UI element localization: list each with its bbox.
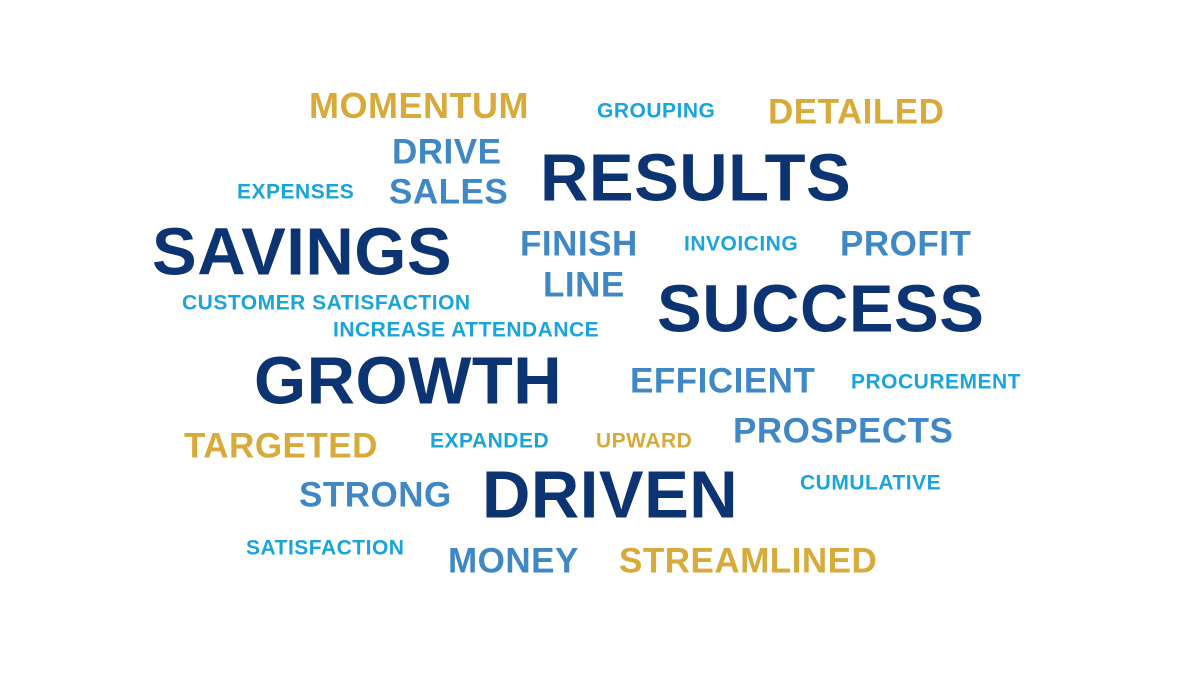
word-detailed: DETAILED [768,92,945,132]
word-satisfaction: SATISFACTION [246,536,405,560]
word-streamlined: STREAMLINED [619,541,878,581]
word-customer-satisfaction: CUSTOMER SATISFACTION [182,291,471,315]
word-cumulative: CUMULATIVE [800,471,942,495]
word-success: SUCCESS [657,271,985,347]
word-invoicing: INVOICING [684,232,799,256]
word-sales: SALES [389,172,509,212]
word-efficient: EFFICIENT [630,361,816,401]
word-line: LINE [543,265,625,305]
word-drive: DRIVE [392,132,502,172]
word-grouping: GROUPING [597,99,716,123]
word-increase-attendance: INCREASE ATTENDANCE [333,318,600,342]
word-finish: FINISH [520,224,638,264]
word-expanded: EXPANDED [430,429,550,453]
word-momentum: MOMENTUM [309,85,529,126]
word-savings: SAVINGS [152,214,453,290]
word-driven: DRIVEN [482,457,739,533]
word-profit: PROFIT [840,224,972,264]
word-prospects: PROSPECTS [733,411,954,451]
word-results: RESULTS [540,140,852,216]
word-strong: STRONG [299,475,452,515]
word-procurement: PROCUREMENT [851,370,1022,394]
word-money: MONEY [448,541,579,581]
word-upward: UPWARD [596,429,693,453]
word-growth: GROWTH [254,343,563,419]
word-expenses: EXPENSES [237,180,355,204]
word-targeted: TARGETED [184,426,378,466]
